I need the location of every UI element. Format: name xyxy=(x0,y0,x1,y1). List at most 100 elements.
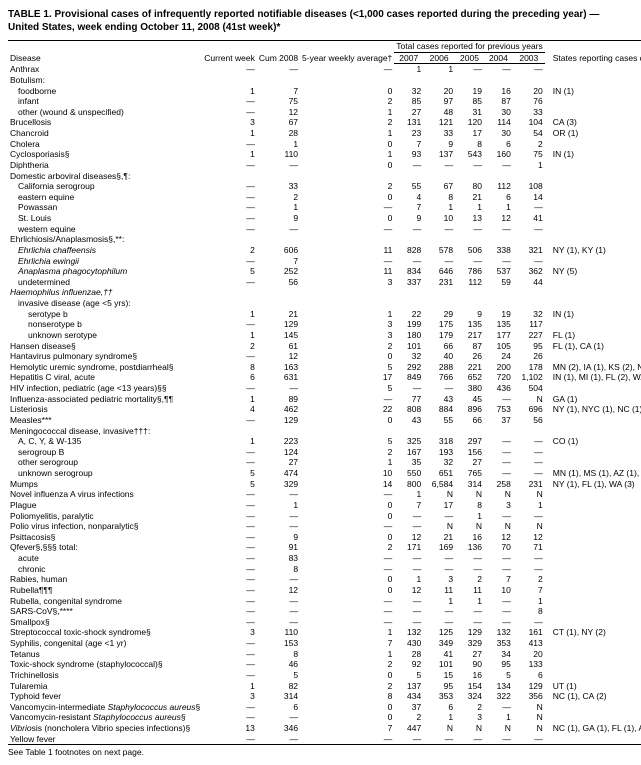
cell-cw: 1 xyxy=(202,681,257,692)
table-row: Ehrlichia chaffeensis2606118285785063383… xyxy=(8,245,641,256)
cell-cum: — xyxy=(257,734,300,745)
cell-avg: — xyxy=(300,596,394,607)
cell-disease: Chancroid xyxy=(8,128,202,139)
cell-y4: 19 xyxy=(484,309,513,320)
cell-avg: 7 xyxy=(300,723,394,734)
cell-y3: — xyxy=(513,617,545,628)
cell-cw: — xyxy=(202,107,257,118)
cell-y5 xyxy=(455,426,484,437)
cell-disease: Trichinellosis xyxy=(8,670,202,681)
cell-y4 xyxy=(484,171,513,182)
cell-y5: N xyxy=(455,723,484,734)
cell-cum xyxy=(257,298,300,309)
cell-states xyxy=(545,702,641,713)
cell-y3: 178 xyxy=(513,362,545,373)
cell-avg: — xyxy=(300,489,394,500)
cell-cum xyxy=(257,287,300,298)
cell-y7: 101 xyxy=(394,341,423,352)
cell-states xyxy=(545,202,641,213)
cell-y7: — xyxy=(394,224,423,235)
cell-cum xyxy=(257,171,300,182)
cell-y4 xyxy=(484,287,513,298)
cell-disease: serotype b xyxy=(8,309,202,320)
cell-y7: 22 xyxy=(394,309,423,320)
cell-cum: — xyxy=(257,489,300,500)
cell-y4: N xyxy=(484,521,513,532)
cell-cw: — xyxy=(202,511,257,522)
cell-cw: — xyxy=(202,734,257,745)
cell-cw: 1 xyxy=(202,86,257,97)
cell-y7: 12 xyxy=(394,532,423,543)
table-row: Meningococcal disease, invasive†††: xyxy=(8,426,641,437)
cell-cum: 28 xyxy=(257,128,300,139)
cell-avg: 5 xyxy=(300,383,394,394)
cell-y7: 337 xyxy=(394,277,423,288)
cell-disease: Hantavirus pulmonary syndrome§ xyxy=(8,351,202,362)
cell-disease: Qfever§,§§§ total: xyxy=(8,542,202,553)
cell-y4: N xyxy=(484,723,513,734)
cell-avg: 0 xyxy=(300,532,394,543)
table-row: Qfever§,§§§ total:—9121711691367071 xyxy=(8,542,641,553)
cell-y3: 95 xyxy=(513,341,545,352)
cell-avg xyxy=(300,234,394,245)
cell-y4: 5 xyxy=(484,670,513,681)
cell-disease: Botulism: xyxy=(8,75,202,86)
cell-cw: 13 xyxy=(202,723,257,734)
table-title: TABLE 1. Provisional cases of infrequent… xyxy=(8,8,633,34)
cell-y6: 43 xyxy=(423,394,455,405)
cell-y5: 2 xyxy=(455,702,484,713)
cell-disease: Vancomycin-resistant Staphylococcus aure… xyxy=(8,712,202,723)
cell-cw: 5 xyxy=(202,266,257,277)
table-row: Domestic arboviral diseases§,¶: xyxy=(8,171,641,182)
cell-y4: — xyxy=(484,64,513,75)
cell-y7: 2 xyxy=(394,712,423,723)
table-row: Typhoid fever33148434353324322356NC (1),… xyxy=(8,691,641,702)
cell-y5: 26 xyxy=(455,351,484,362)
cell-y5: 9 xyxy=(455,309,484,320)
cell-y3: 71 xyxy=(513,542,545,553)
cell-y3: 20 xyxy=(513,649,545,660)
cell-y4: 160 xyxy=(484,149,513,160)
cell-y5 xyxy=(455,75,484,86)
table-row: serotype b1211222991932IN (1) xyxy=(8,309,641,320)
cell-cw: — xyxy=(202,160,257,171)
table-row: undetermined—5633372311125944 xyxy=(8,277,641,288)
cell-y5: 506 xyxy=(455,245,484,256)
cell-avg: — xyxy=(300,224,394,235)
table-row: Poliomyelitis, paralytic——0——1—— xyxy=(8,511,641,522)
cell-states xyxy=(545,256,641,267)
cell-cum: 27 xyxy=(257,457,300,468)
cell-y5: — xyxy=(455,256,484,267)
cell-disease: A, C, Y, & W-135 xyxy=(8,436,202,447)
cell-disease: Ehrlichia chaffeensis xyxy=(8,245,202,256)
cell-disease: Cholera xyxy=(8,139,202,150)
table-row: Ehrlichia ewingii—7—————— xyxy=(8,256,641,267)
cell-cw: — xyxy=(202,574,257,585)
cell-avg: — xyxy=(300,606,394,617)
cell-cw: 4 xyxy=(202,404,257,415)
cell-cum: 145 xyxy=(257,330,300,341)
cell-y4: 753 xyxy=(484,404,513,415)
cell-y3: 1 xyxy=(513,596,545,607)
cell-avg: 0 xyxy=(300,712,394,723)
cell-y4 xyxy=(484,234,513,245)
cell-y3: 133 xyxy=(513,659,545,670)
table-row: Polio virus infection, nonparalytic§————… xyxy=(8,521,641,532)
cell-states xyxy=(545,457,641,468)
cell-avg: 0 xyxy=(300,574,394,585)
cell-states xyxy=(545,596,641,607)
cell-cum: 12 xyxy=(257,585,300,596)
cell-y5: 1 xyxy=(455,596,484,607)
cell-y5: 120 xyxy=(455,117,484,128)
cell-avg: 1 xyxy=(300,107,394,118)
cell-avg xyxy=(300,171,394,182)
cell-y7: 4 xyxy=(394,192,423,203)
cell-disease: invasive disease (age <5 yrs): xyxy=(8,298,202,309)
cell-disease: infant xyxy=(8,96,202,107)
cell-y4: 16 xyxy=(484,86,513,97)
table-row: invasive disease (age <5 yrs): xyxy=(8,298,641,309)
cell-cum: 7 xyxy=(257,86,300,97)
cell-cum: 329 xyxy=(257,479,300,490)
cell-y4: 6 xyxy=(484,139,513,150)
cell-y6: 766 xyxy=(423,372,455,383)
